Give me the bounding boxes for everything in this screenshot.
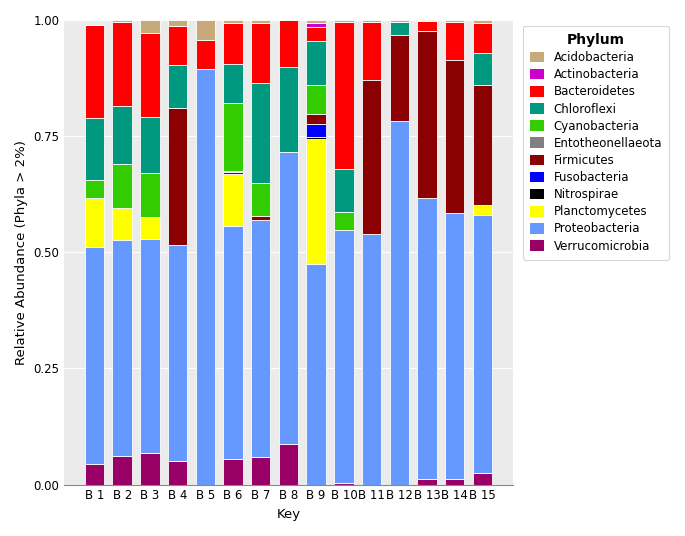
- Bar: [112, 20, 132, 23]
- Bar: [140, 33, 160, 117]
- Bar: [390, 20, 409, 23]
- Bar: [251, 23, 271, 83]
- Bar: [390, 35, 409, 121]
- Bar: [112, 456, 132, 485]
- Bar: [334, 229, 353, 483]
- Bar: [196, 20, 215, 40]
- Bar: [306, 23, 326, 27]
- Bar: [417, 21, 437, 31]
- Bar: [251, 183, 271, 216]
- Bar: [140, 217, 160, 239]
- Bar: [140, 239, 160, 453]
- Bar: [445, 479, 464, 485]
- Bar: [473, 85, 492, 205]
- Bar: [473, 473, 492, 485]
- Bar: [362, 23, 382, 80]
- Bar: [251, 216, 271, 220]
- Bar: [306, 85, 326, 114]
- Bar: [306, 139, 326, 264]
- Bar: [445, 20, 464, 22]
- X-axis label: Key: Key: [277, 508, 301, 521]
- Bar: [334, 212, 353, 229]
- Bar: [362, 80, 382, 234]
- Bar: [417, 20, 437, 21]
- Bar: [306, 27, 326, 41]
- Bar: [112, 164, 132, 208]
- Bar: [417, 198, 437, 479]
- Bar: [196, 40, 215, 69]
- Bar: [251, 457, 271, 485]
- Bar: [334, 169, 353, 212]
- Bar: [85, 180, 104, 198]
- Bar: [473, 205, 492, 215]
- Bar: [140, 453, 160, 485]
- Bar: [85, 198, 104, 247]
- Y-axis label: Relative Abundance (Phyla > 2%): Relative Abundance (Phyla > 2%): [15, 140, 28, 364]
- Bar: [85, 247, 104, 464]
- Bar: [417, 479, 437, 485]
- Legend: Acidobacteria, Actinobacteria, Bacteroidetes, Chloroflexi, Cyanobacteria, Entoth: Acidobacteria, Actinobacteria, Bacteroid…: [523, 26, 669, 259]
- Bar: [390, 121, 409, 485]
- Bar: [168, 461, 187, 485]
- Bar: [223, 459, 242, 485]
- Bar: [168, 26, 187, 65]
- Bar: [334, 483, 353, 485]
- Bar: [445, 60, 464, 213]
- Bar: [279, 68, 298, 152]
- Bar: [168, 108, 187, 245]
- Bar: [223, 64, 242, 103]
- Bar: [168, 65, 187, 108]
- Bar: [306, 41, 326, 85]
- Bar: [112, 106, 132, 164]
- Bar: [168, 245, 187, 461]
- Bar: [473, 54, 492, 85]
- Bar: [223, 103, 242, 170]
- Bar: [112, 23, 132, 106]
- Bar: [140, 117, 160, 173]
- Bar: [223, 20, 242, 23]
- Bar: [306, 137, 326, 139]
- Bar: [112, 208, 132, 240]
- Bar: [362, 234, 382, 485]
- Bar: [85, 25, 104, 117]
- Bar: [390, 23, 409, 35]
- Bar: [279, 152, 298, 444]
- Bar: [334, 23, 353, 169]
- Bar: [223, 23, 242, 64]
- Bar: [306, 124, 326, 137]
- Bar: [140, 173, 160, 217]
- Bar: [473, 20, 492, 23]
- Bar: [112, 240, 132, 456]
- Bar: [85, 464, 104, 485]
- Bar: [223, 170, 242, 172]
- Bar: [417, 31, 437, 198]
- Bar: [251, 20, 271, 23]
- Bar: [168, 20, 187, 26]
- Bar: [473, 23, 492, 54]
- Bar: [251, 83, 271, 183]
- Bar: [223, 226, 242, 459]
- Bar: [306, 114, 326, 124]
- Bar: [445, 213, 464, 479]
- Bar: [445, 22, 464, 60]
- Bar: [334, 20, 353, 23]
- Bar: [85, 117, 104, 180]
- Bar: [306, 20, 326, 23]
- Bar: [196, 69, 215, 485]
- Bar: [362, 20, 382, 23]
- Bar: [140, 20, 160, 33]
- Bar: [251, 220, 271, 457]
- Bar: [473, 215, 492, 473]
- Bar: [279, 444, 298, 485]
- Bar: [306, 264, 326, 485]
- Bar: [279, 20, 298, 68]
- Bar: [223, 174, 242, 226]
- Bar: [223, 172, 242, 174]
